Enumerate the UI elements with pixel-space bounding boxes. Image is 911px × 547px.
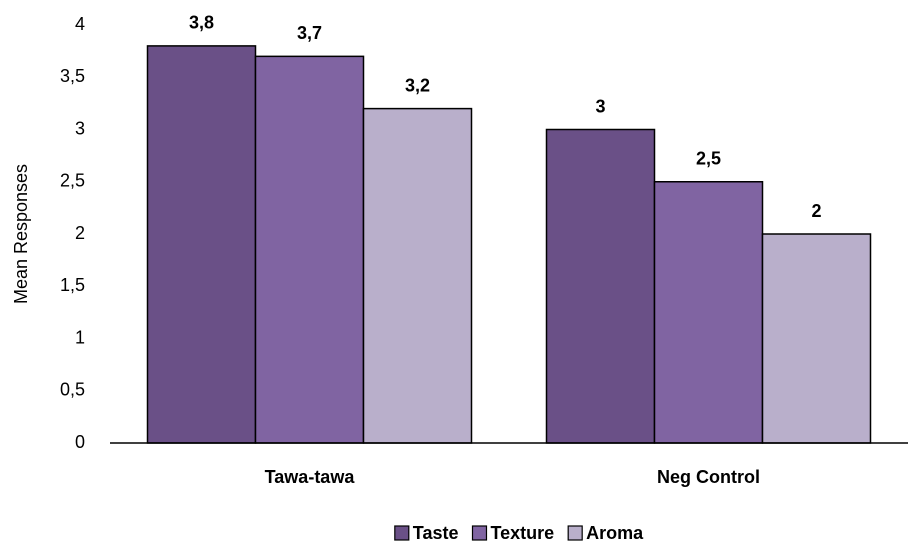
legend-label: Aroma <box>586 523 644 543</box>
data-label: 3,2 <box>405 75 430 95</box>
legend-label: Taste <box>413 523 459 543</box>
legend-swatch <box>567 525 583 541</box>
bar <box>146 45 257 444</box>
legend-label: Texture <box>490 523 554 543</box>
bar <box>761 233 872 444</box>
data-label: 3,7 <box>297 23 322 43</box>
legend-swatch <box>471 525 488 541</box>
y-tick-label: 4 <box>75 14 85 34</box>
y-tick-label: 0,5 <box>60 380 85 400</box>
y-tick-label: 2,5 <box>60 171 85 191</box>
y-tick-label: 1 <box>75 327 85 347</box>
data-label: 2 <box>811 201 821 221</box>
y-tick-label: 0 <box>75 432 85 452</box>
y-axis-label: Mean Responses <box>11 164 31 304</box>
x-tick-label: Tawa-tawa <box>265 467 356 487</box>
bar <box>653 181 764 444</box>
legend-swatch <box>394 525 410 541</box>
y-tick-label: 3,5 <box>60 66 85 86</box>
bar <box>545 128 656 444</box>
data-label: 2,5 <box>696 149 721 169</box>
y-tick-label: 2 <box>75 223 85 243</box>
y-tick-label: 3 <box>75 118 85 138</box>
x-tick-label: Neg Control <box>657 467 760 487</box>
bar <box>254 55 365 444</box>
data-label: 3 <box>595 96 605 116</box>
data-label: 3,8 <box>189 13 214 33</box>
y-tick-label: 1,5 <box>60 275 85 295</box>
bar <box>362 107 473 444</box>
